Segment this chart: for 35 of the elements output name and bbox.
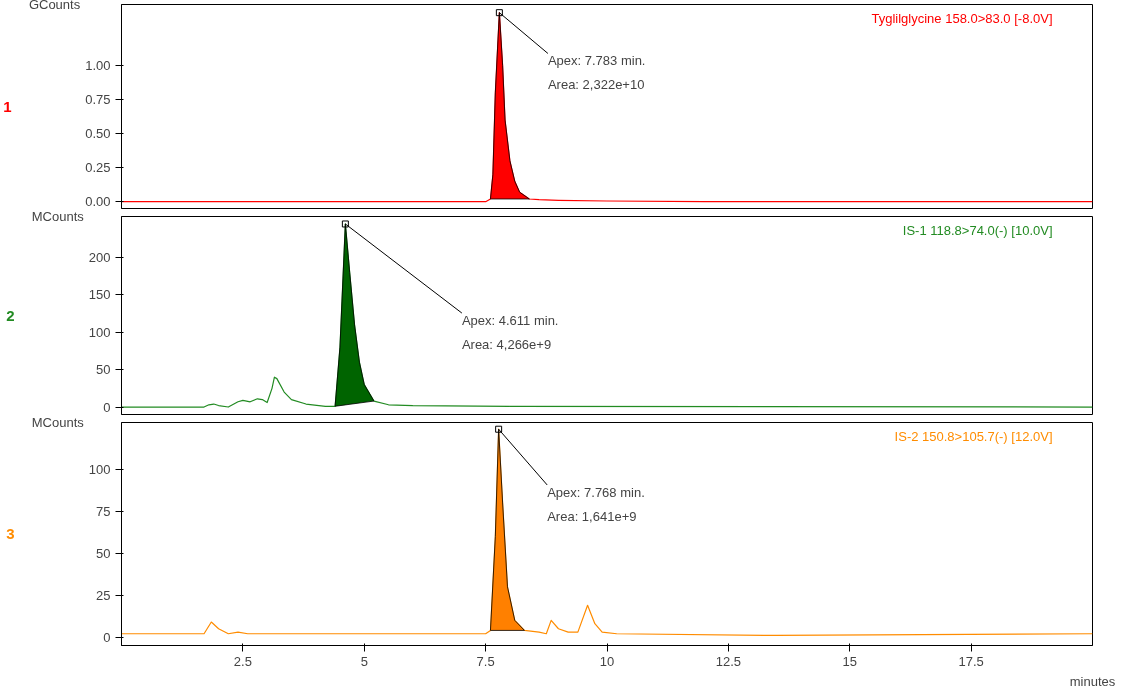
x-tick-label: 17.5 (958, 653, 984, 669)
text: 3 (6, 525, 15, 542)
y-tick-label: 100 (88, 461, 111, 477)
y-tick-label: 75 (96, 503, 111, 519)
x-tick-label: 10 (599, 653, 615, 669)
y-tick-label: 0.25 (85, 160, 111, 176)
y-tick-label: 0.75 (85, 92, 111, 108)
annotation: Apex: 7.768 min. Area: 1,641e+9 (547, 484, 645, 524)
y-axis-title: GCounts (28, 0, 81, 12)
y-tick-label: 200 (88, 250, 111, 266)
y-tick-label: 50 (96, 362, 111, 378)
x-tick-label: 7.5 (476, 653, 495, 669)
y-tick-label: 0 (103, 629, 111, 645)
y-tick-label: 100 (88, 324, 111, 340)
x-tick-label: 5 (360, 653, 368, 669)
text: IS-1 118.8>74.0(-) [10.0V] (902, 222, 1053, 238)
y-tick-label: 0.00 (85, 194, 111, 210)
x-axis-title: minutes (1069, 673, 1116, 689)
text: IS-2 150.8>105.7(-) [12.0V] (894, 428, 1053, 444)
text: 2 (6, 306, 15, 324)
y-axis-title: MCounts (31, 209, 85, 224)
y-axis-title: MCounts (31, 415, 85, 430)
text: 1 (3, 97, 12, 115)
x-tick-label: 12.5 (715, 653, 742, 669)
y-tick-label: 0 (103, 399, 111, 415)
annotation: Apex: 7.783 min. Area: 2,322e+10 (547, 53, 646, 93)
x-tick-label: 2.5 (233, 653, 252, 669)
y-tick-label: 25 (96, 587, 111, 603)
text: Tyglilglycine 158.0>83.0 [-8.0V] (871, 10, 1053, 26)
x-tick-label: 15 (842, 653, 857, 669)
y-tick-label: 1.00 (85, 58, 111, 74)
y-tick-label: 50 (96, 545, 111, 561)
annotation: Apex: 4.611 min. Area: 4,266e+9 (461, 313, 559, 353)
y-tick-label: 0.50 (85, 126, 111, 142)
y-tick-label: 150 (88, 287, 111, 303)
